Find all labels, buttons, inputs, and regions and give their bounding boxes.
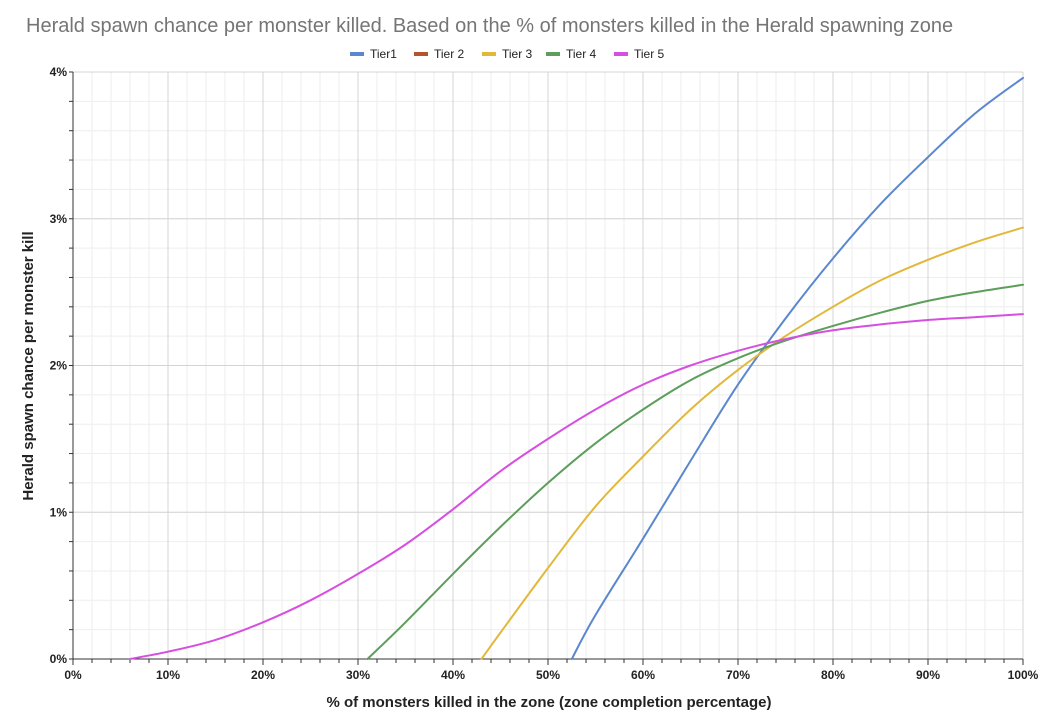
legend-label-tier-2: Tier 2 bbox=[434, 47, 465, 61]
legend-swatch-tier-3 bbox=[482, 52, 496, 56]
x-axis-title: % of monsters killed in the zone (zone c… bbox=[326, 694, 771, 711]
legend-label-tier1: Tier1 bbox=[370, 47, 397, 61]
y-tick-label: 4% bbox=[50, 65, 68, 79]
legend-swatch-tier-5 bbox=[614, 52, 628, 56]
legend-swatch-tier1 bbox=[350, 52, 364, 56]
x-tick-label: 100% bbox=[1008, 668, 1039, 682]
x-tick-label: 90% bbox=[916, 668, 940, 682]
x-tick-label: 70% bbox=[726, 668, 750, 682]
series-line-tier-4 bbox=[366, 283, 1024, 660]
y-tick-labels: 0% 1% 2% 3% 4% bbox=[50, 65, 68, 666]
x-tick-label: 10% bbox=[156, 668, 180, 682]
legend-label-tier-4: Tier 4 bbox=[566, 47, 597, 61]
x-tick-label: 0% bbox=[64, 668, 82, 682]
y-tick-label: 3% bbox=[50, 212, 68, 226]
x-tick-label: 30% bbox=[346, 668, 370, 682]
x-tick-label: 80% bbox=[821, 668, 845, 682]
series-line-tier-5 bbox=[129, 313, 1024, 660]
legend-swatch-tier-2 bbox=[414, 52, 428, 56]
x-tick-label: 40% bbox=[441, 668, 465, 682]
legend-label-tier-3: Tier 3 bbox=[502, 47, 533, 61]
legend-label-tier-5: Tier 5 bbox=[634, 47, 665, 61]
x-tick-label: 60% bbox=[631, 668, 655, 682]
y-tick-label: 2% bbox=[50, 359, 68, 373]
x-tick-labels: 0% 10% 20% 30% 40% 50% 60% 70% 80% 90% 100% bbox=[64, 668, 1038, 682]
axes bbox=[69, 71, 1024, 665]
x-tick-label: 20% bbox=[251, 668, 275, 682]
chart-title: Herald spawn chance per monster killed. … bbox=[26, 15, 953, 37]
series-line-tier-3 bbox=[480, 226, 1024, 660]
series-line-tier1 bbox=[570, 76, 1024, 660]
y-tick-label: 1% bbox=[50, 505, 68, 519]
x-tick-label: 50% bbox=[536, 668, 560, 682]
legend-swatch-tier-4 bbox=[546, 52, 560, 56]
series-lines bbox=[129, 76, 1024, 660]
legend: Tier1 Tier 2 Tier 3 Tier 4 Tier 5 bbox=[350, 47, 665, 61]
y-axis-title: Herald spawn chance per monster kill bbox=[20, 231, 37, 500]
y-tick-label: 0% bbox=[50, 652, 68, 666]
